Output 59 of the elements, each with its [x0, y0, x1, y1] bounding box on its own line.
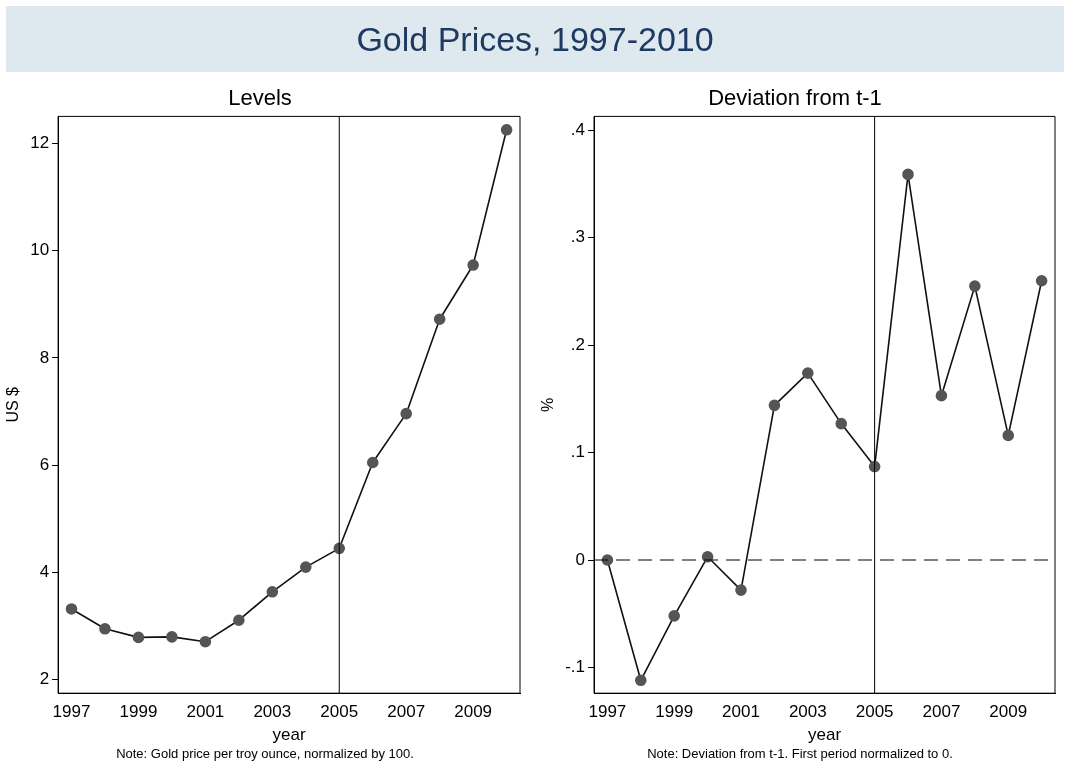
x-tick-label: 2007: [922, 702, 961, 722]
point: [467, 259, 479, 271]
point: [802, 367, 814, 379]
point: [99, 623, 111, 635]
point: [500, 124, 513, 136]
point: [199, 635, 212, 648]
y-tick-label: 10: [30, 240, 50, 260]
y-tick-label: 2: [39, 669, 50, 689]
y-tick-label: 12: [30, 132, 50, 152]
text: Note: Gold price per troy ounce, normalized by 100.: [115, 746, 415, 761]
point: [668, 610, 681, 622]
y-tick-label: -.1: [565, 657, 586, 677]
x-tick-label: 1997: [588, 702, 627, 722]
point: [299, 561, 312, 573]
chart-title: Gold Prices, 1997-2010: [6, 6, 1064, 72]
point: [266, 585, 279, 598]
point: [902, 168, 914, 181]
point: [969, 280, 981, 292]
point: [166, 631, 178, 643]
point: [935, 389, 948, 402]
point: [132, 631, 145, 644]
y-tick-label: .3: [570, 227, 586, 247]
x-tick-label: 1999: [655, 702, 694, 722]
point: [366, 456, 379, 469]
x-tick-label: 2005: [855, 702, 894, 722]
point: [433, 313, 446, 326]
x-tick-label: 1999: [119, 702, 158, 722]
x-tick-label: 2003: [788, 702, 827, 722]
point: [65, 603, 78, 615]
point: [233, 614, 245, 627]
chart-subtitle: Deviation from t-1: [708, 85, 882, 111]
point: [635, 674, 647, 687]
x-tick-label: 1997: [52, 702, 91, 722]
x-tick-label: 2001: [186, 702, 225, 722]
chart-subtitle: Levels: [228, 85, 292, 111]
point: [1002, 429, 1015, 442]
x-tick-label: 2009: [454, 702, 493, 722]
x-axis-title: year: [272, 725, 306, 745]
y-tick-label: .1: [570, 442, 586, 462]
x-tick-label: 2005: [320, 702, 359, 722]
x-tick-label: 2001: [722, 702, 760, 722]
y-tick-label: .2: [570, 334, 586, 354]
point: [768, 399, 781, 412]
text: Note: Deviation from t-1. First period normalized to 0.: [646, 746, 954, 761]
x-tick-label: 2003: [253, 702, 292, 722]
point: [835, 417, 848, 430]
point: [400, 407, 412, 420]
y-tick-label: 6: [39, 454, 50, 474]
point: [735, 584, 747, 596]
y-tick-label: .4: [570, 120, 586, 140]
x-tick-label: 2009: [989, 702, 1028, 722]
y-tick-label: 0: [575, 549, 586, 569]
y-axis-title: %: [539, 397, 557, 412]
x-axis-title: year: [807, 725, 842, 745]
x-tick-label: 2007: [387, 702, 426, 722]
y-axis-title: US $: [4, 386, 22, 423]
y-tick-label: 8: [39, 347, 50, 367]
y-tick-label: 4: [39, 562, 50, 582]
point: [1035, 274, 1048, 287]
